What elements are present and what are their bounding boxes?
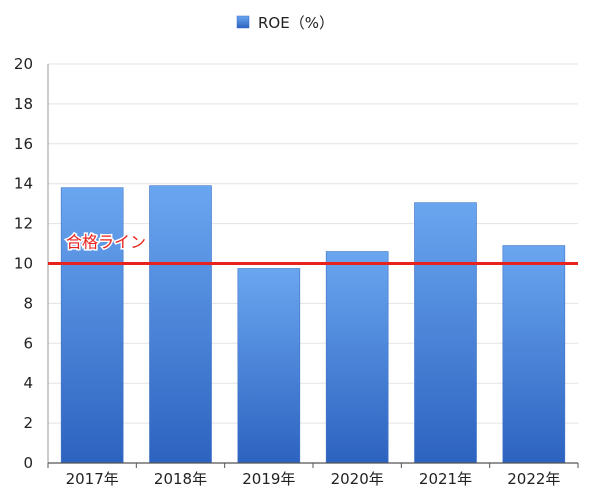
y-tick-label: 0 xyxy=(23,454,33,472)
y-tick-label: 14 xyxy=(14,175,33,193)
bar-2017年 xyxy=(60,187,124,464)
y-axis: 0 2 4 6 8 10 12 14 16 18 20 xyxy=(14,55,49,472)
x-tick-label: 2021年 xyxy=(419,470,472,488)
y-tick-label: 12 xyxy=(14,215,33,233)
legend-label: ROE（%） xyxy=(258,14,334,32)
y-tick-label: 8 xyxy=(23,294,33,312)
bar-2019年 xyxy=(237,268,301,464)
reference-line-group: 合格ライン xyxy=(48,231,578,265)
reference-line-label: 合格ライン xyxy=(66,233,146,252)
legend: ROE（%） xyxy=(236,14,334,32)
bar-2018年 xyxy=(149,185,212,464)
y-tick-label: 18 xyxy=(14,95,33,113)
y-tick-label: 10 xyxy=(14,255,33,273)
y-tick-label: 20 xyxy=(14,55,33,73)
y-tick-label: 4 xyxy=(23,374,33,392)
y-tick-label: 2 xyxy=(23,414,33,432)
y-tick-label: 6 xyxy=(23,334,33,352)
bars xyxy=(60,185,566,464)
x-tick-label: 2022年 xyxy=(507,470,560,488)
bar-2020年 xyxy=(325,251,389,464)
x-tick-label: 2020年 xyxy=(331,470,384,488)
y-tick-label: 16 xyxy=(14,135,33,153)
bar-2022年 xyxy=(502,245,566,464)
bar-2021年 xyxy=(414,202,477,464)
x-tick-label: 2019年 xyxy=(242,470,295,488)
x-tick-label: 2018年 xyxy=(154,470,207,488)
x-tick-label: 2017年 xyxy=(66,470,119,488)
legend-swatch xyxy=(236,15,250,29)
x-axis: 2017年 2018年 2019年 2020年 2021年 2022年 xyxy=(47,462,579,488)
